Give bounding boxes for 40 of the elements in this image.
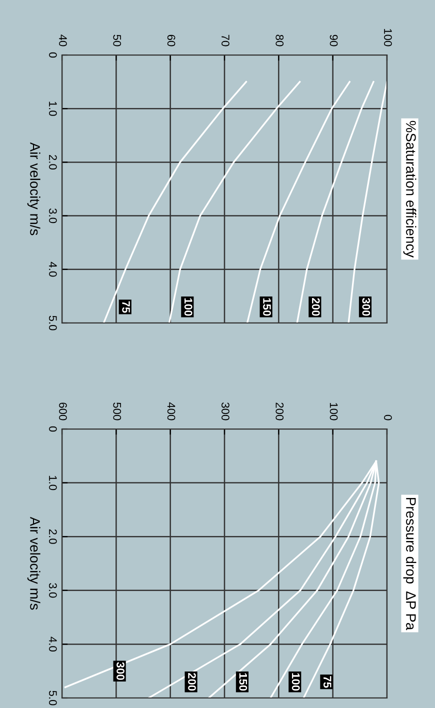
y-tick-label: 3.0 [48,208,57,224]
x-tick-label: 90 [330,34,338,46]
text: 100 [292,673,300,691]
y-tick-label: 5.0 [48,690,57,706]
x-tick-label: 600 [59,402,67,420]
y-tick-label: 1.0 [48,476,57,490]
x-tick-label: 300 [222,402,230,420]
y-tick-label: 4.0 [48,636,57,652]
x-tick-label: 40 [59,34,67,46]
y-axis-title: Air velocity m/s [27,516,40,610]
x-tick-label: 0 [384,414,392,420]
x-tick-label: 60 [167,34,176,46]
text: 150 [263,298,271,316]
y-tick-label: 3.0 [48,583,57,598]
x-tick-label: 200 [276,402,284,420]
y-tick-label: 0 [48,426,57,432]
x-tick-label: 50 [113,34,122,46]
y-tick-label: 1.0 [48,102,57,116]
text: 300 [362,298,370,316]
text: 75 [323,676,332,688]
y-tick-label: 2.0 [48,155,57,170]
text: 200 [188,672,196,691]
x-tick-label: 500 [113,402,122,420]
x-tick-label: 400 [167,402,176,420]
x-tick-label: 100 [384,28,392,46]
text: 200 [312,298,320,316]
y-tick-label: 0 [48,52,57,58]
x-tick-label: 80 [276,34,284,46]
y-tick-label: 4.0 [48,262,57,277]
x-tick-label: 70 [222,34,230,46]
text: 75 [122,301,130,313]
x-tick-label: 100 [330,402,338,420]
text: 150 [239,673,248,691]
y2-axis-title: Pressure drop ΔP Pa [403,498,416,630]
text: 300 [116,662,124,680]
text: 100 [184,298,192,316]
y2-axis-title: %Saturation efficiency [403,120,416,258]
y-tick-label: 2.0 [48,529,57,544]
y-tick-label: 5.0 [48,316,57,330]
y-axis-title: Air velocity m/s [27,142,40,236]
